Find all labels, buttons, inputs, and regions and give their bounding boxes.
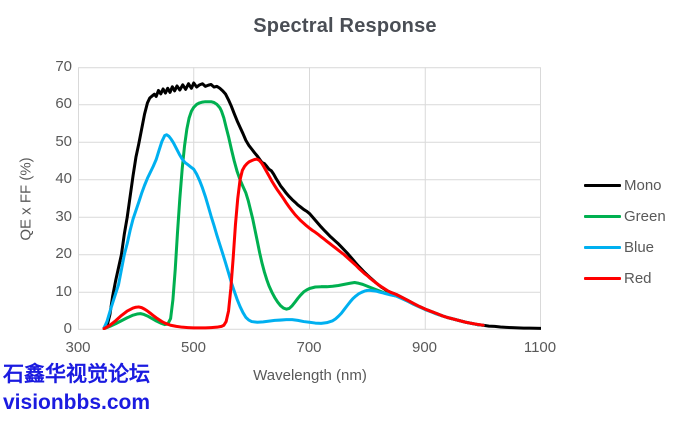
x-tick-label: 900 — [411, 339, 438, 356]
mono-line-swatch-icon — [584, 183, 621, 187]
x-tick-label: 300 — [65, 339, 91, 356]
x-tick-label: 1100 — [523, 339, 557, 356]
x-tick-label: 500 — [180, 339, 207, 356]
y-tick-label: 30 — [55, 207, 72, 225]
legend-item-blue: Blue — [584, 238, 666, 256]
y-tick-label: 50 — [55, 132, 72, 150]
legend: Mono Green Blue Red — [584, 177, 666, 301]
y-tick-label: 60 — [55, 95, 72, 113]
y-axis-title: QE x FF (%) — [17, 157, 35, 241]
watermark: 石鑫华视觉论坛 visionbbs.com — [3, 361, 150, 417]
green-line-swatch-icon — [584, 214, 621, 218]
legend-label: Red — [624, 269, 652, 287]
y-tick-label: 20 — [55, 245, 72, 263]
y-tick-label: 0 — [63, 320, 72, 337]
x-tick-label: 700 — [296, 339, 322, 356]
watermark-site-name: 石鑫华视觉论坛 — [3, 363, 150, 386]
legend-item-mono: Mono — [584, 176, 666, 194]
y-tick-label: 10 — [55, 282, 72, 300]
chart-title: Spectral Response — [253, 15, 437, 37]
legend-label: Mono — [624, 176, 662, 194]
legend-label: Green — [624, 207, 666, 225]
watermark-site-url: visionbbs.com — [3, 391, 151, 414]
plot-area — [78, 67, 543, 331]
y-tick-label: 40 — [55, 170, 72, 188]
legend-item-red: Red — [584, 269, 666, 287]
blue-line-swatch-icon — [584, 245, 621, 249]
legend-label: Blue — [624, 238, 655, 256]
red-line-swatch-icon — [584, 276, 621, 280]
legend-item-green: Green — [584, 207, 666, 225]
plot-area-wrapper — [78, 67, 543, 331]
y-tick-label: 70 — [55, 58, 72, 75]
x-axis-title: Wavelength (nm) — [253, 367, 367, 384]
